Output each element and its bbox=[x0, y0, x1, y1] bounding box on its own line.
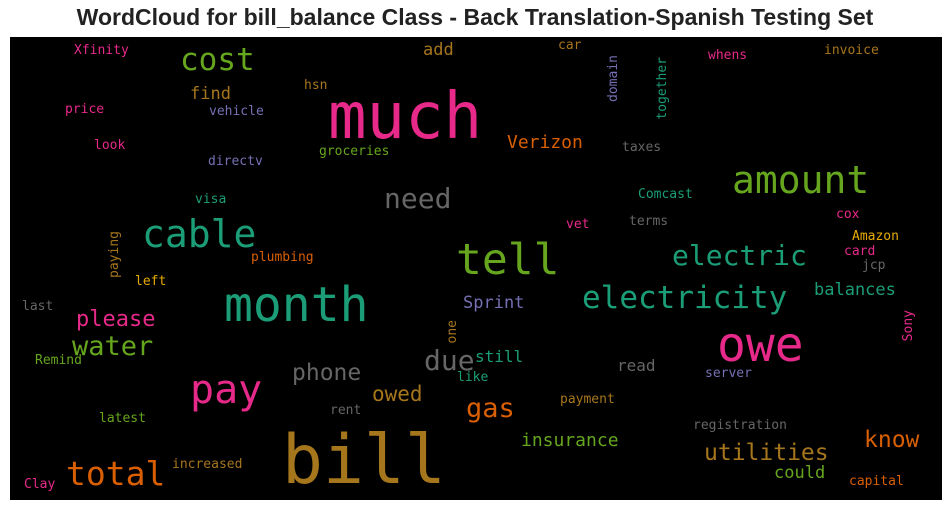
word-electricity: electricity bbox=[582, 280, 788, 316]
word-one: one bbox=[445, 320, 460, 344]
word-groceries: groceries bbox=[319, 144, 390, 159]
word-together: together bbox=[655, 57, 670, 120]
word-domain: domain bbox=[606, 55, 621, 102]
word-comcast: Comcast bbox=[638, 187, 693, 202]
word-pay: pay bbox=[190, 367, 263, 413]
word-could: could bbox=[774, 463, 826, 483]
word-latest: latest bbox=[99, 411, 146, 426]
word-plumbing: plumbing bbox=[251, 250, 314, 265]
word-tell: tell bbox=[456, 235, 560, 285]
word-vehicle: vehicle bbox=[209, 104, 264, 119]
word-taxes: taxes bbox=[622, 140, 662, 155]
word-paying: paying bbox=[107, 231, 122, 278]
word-cost: cost bbox=[180, 42, 255, 78]
word-whens: whens bbox=[708, 48, 748, 63]
word-rent: rent bbox=[330, 403, 362, 418]
word-add: add bbox=[423, 40, 454, 60]
word-cox: cox bbox=[836, 207, 860, 222]
word-clay: Clay bbox=[24, 477, 56, 492]
word-amount: amount bbox=[732, 158, 870, 202]
word-need: need bbox=[384, 182, 452, 215]
word-cable: cable bbox=[142, 212, 257, 256]
word-like: like bbox=[457, 370, 489, 385]
word-directv: directv bbox=[208, 154, 263, 169]
word-car: car bbox=[558, 38, 582, 53]
word-water: water bbox=[72, 331, 154, 362]
word-insurance: insurance bbox=[521, 430, 619, 451]
word-due: due bbox=[424, 344, 475, 377]
word-registration: registration bbox=[693, 418, 787, 433]
word-utilities: utilities bbox=[704, 440, 829, 466]
word-bill: bill bbox=[282, 421, 446, 500]
word-much: much bbox=[328, 80, 483, 154]
word-xfinity: Xfinity bbox=[74, 43, 129, 58]
word-please: please bbox=[76, 307, 156, 332]
word-phone: phone bbox=[292, 360, 362, 386]
word-sony: Sony bbox=[901, 310, 916, 342]
word-month: month bbox=[224, 277, 369, 333]
word-gas: gas bbox=[466, 393, 515, 424]
chart-title: WordCloud for bill_balance Class - Back … bbox=[76, 4, 874, 30]
word-total: total bbox=[66, 454, 166, 493]
word-electric: electric bbox=[672, 239, 807, 272]
word-card: card bbox=[844, 244, 876, 259]
word-price: price bbox=[65, 102, 105, 117]
word-remind: Remind bbox=[35, 353, 82, 368]
word-invoice: invoice bbox=[824, 43, 879, 58]
word-balances: balances bbox=[814, 280, 896, 300]
word-visa: visa bbox=[195, 192, 227, 207]
word-cloud: bill much month owe tell pay cable amoun… bbox=[10, 37, 942, 500]
word-look: look bbox=[94, 138, 126, 153]
word-server: server bbox=[705, 366, 752, 381]
word-hsn: hsn bbox=[304, 78, 328, 93]
word-owe: owe bbox=[717, 317, 804, 373]
word-sprint: Sprint bbox=[463, 293, 525, 313]
word-find: find bbox=[190, 84, 231, 104]
word-vet: vet bbox=[566, 217, 590, 232]
word-terms: terms bbox=[629, 214, 669, 229]
word-read: read bbox=[617, 356, 656, 375]
word-left: left bbox=[135, 274, 167, 289]
word-verizon: Verizon bbox=[507, 132, 583, 153]
word-amazon: Amazon bbox=[852, 229, 899, 244]
word-last: last bbox=[22, 299, 54, 314]
word-still: still bbox=[475, 347, 524, 366]
word-jcp: jcp bbox=[862, 258, 886, 273]
word-increased: increased bbox=[172, 457, 243, 472]
word-know: know bbox=[864, 427, 920, 453]
word-owed: owed bbox=[372, 382, 423, 406]
word-payment: payment bbox=[560, 392, 615, 407]
word-capital: capital bbox=[849, 474, 904, 489]
